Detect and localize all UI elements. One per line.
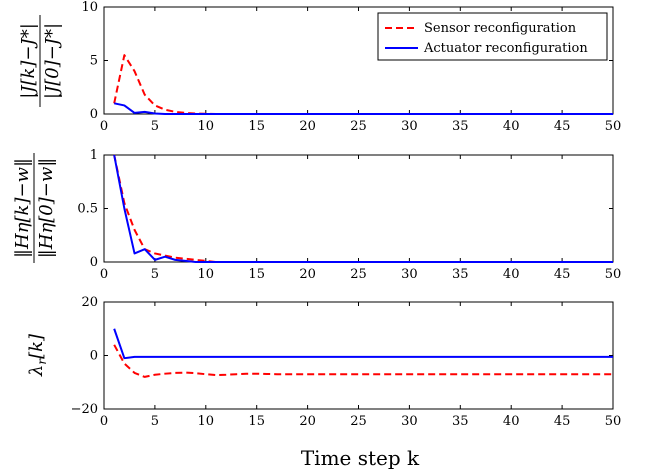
panel-2-axes-box — [103, 154, 614, 263]
x-tick-label: 5 — [151, 267, 159, 282]
x-tick-label: 15 — [248, 414, 265, 429]
x-tick-label: 30 — [401, 414, 418, 429]
x-tick-label: 45 — [554, 414, 571, 429]
y-tick-label: −20 — [71, 402, 98, 417]
x-tick-label: 10 — [198, 414, 215, 429]
panel-1-ylabel-numerator: |J[k]−J*| — [18, 23, 39, 99]
x-tick-label: 50 — [605, 414, 622, 429]
x-tick-label: 10 — [198, 267, 215, 282]
x-tick-label: 40 — [503, 414, 520, 429]
y-tick-label: 0.5 — [77, 202, 98, 217]
x-tick-label: 5 — [151, 119, 159, 134]
y-tick-label: 0 — [90, 255, 98, 270]
x-tick-label: 50 — [605, 119, 622, 134]
panel-1-series-actuator-line — [113, 102, 613, 115]
x-axis-label: Time step k — [301, 446, 420, 470]
x-tick-label: 0 — [100, 267, 108, 282]
x-tick-label: 15 — [248, 119, 265, 134]
x-tick-label: 0 — [100, 119, 108, 134]
x-tick-label: 35 — [452, 267, 469, 282]
x-tick-label: 30 — [401, 267, 418, 282]
x-tick-label: 5 — [151, 414, 159, 429]
y-tick-label: 10 — [81, 0, 98, 15]
panel-3-series-sensor-line — [113, 344, 613, 378]
x-tick-label: 10 — [198, 119, 215, 134]
x-tick-label: 45 — [554, 267, 571, 282]
x-tick-label: 25 — [350, 267, 367, 282]
legend-box — [377, 12, 608, 61]
x-tick-label: 40 — [503, 119, 520, 134]
panel-1-ylabel-denominator: |J[0]−J*| — [42, 23, 63, 99]
x-tick-label: 45 — [554, 119, 571, 134]
panel-3-series-actuator-line — [113, 328, 613, 360]
x-tick-label: 20 — [299, 414, 316, 429]
panel-2-ylabel-numerator: ‖Hη[k]−w‖ — [12, 158, 33, 258]
panel-1: 0 5 10 15 20 25 30 35 40 45 50 0 5 10 — [81, 0, 621, 134]
panel-2-series-actuator-line — [113, 154, 613, 263]
panel-3-axes-box — [103, 301, 614, 410]
y-tick-label: 20 — [81, 295, 98, 310]
panel-2-ylabel: ‖Hη[k]−w‖ ‖Hη[0]−w‖ — [12, 153, 57, 263]
panel-3-ylabel-text: λr[k] — [26, 333, 49, 377]
y-tick-label: 5 — [90, 54, 98, 69]
panel-2: 0 5 10 15 20 25 30 35 40 45 50 0 0.5 1 — [77, 148, 621, 282]
x-tick-label: 50 — [605, 267, 622, 282]
panel-2-ylabel-denominator: ‖Hη[0]−w‖ — [36, 158, 57, 258]
y-tick-label: 1 — [90, 148, 98, 163]
x-tick-label: 35 — [452, 119, 469, 134]
x-tick-label: 20 — [299, 267, 316, 282]
x-tick-label: 25 — [350, 119, 367, 134]
panel-2-series-sensor-line — [113, 154, 613, 263]
panel-1-series-sensor-line — [113, 54, 613, 115]
x-tick-label: 35 — [452, 414, 469, 429]
x-tick-label: 20 — [299, 119, 316, 134]
panel-1-ylabel: |J[k]−J*| |J[0]−J*| — [18, 15, 63, 107]
y-tick-label: 0 — [90, 107, 98, 122]
y-tick-label: 0 — [90, 349, 98, 364]
x-tick-label: 25 — [350, 414, 367, 429]
x-tick-label: 30 — [401, 119, 418, 134]
x-tick-label: 0 — [100, 414, 108, 429]
legend-sensor-label: Sensor reconfiguration — [424, 21, 577, 36]
x-tick-label: 15 — [248, 267, 265, 282]
legend-actuator-label: Actuator reconfiguration — [423, 41, 588, 56]
x-tick-label: 40 — [503, 267, 520, 282]
panel-3-ylabel: λr[k] — [26, 333, 49, 377]
legend: Sensor reconfiguration Actuator reconfig… — [377, 12, 608, 61]
